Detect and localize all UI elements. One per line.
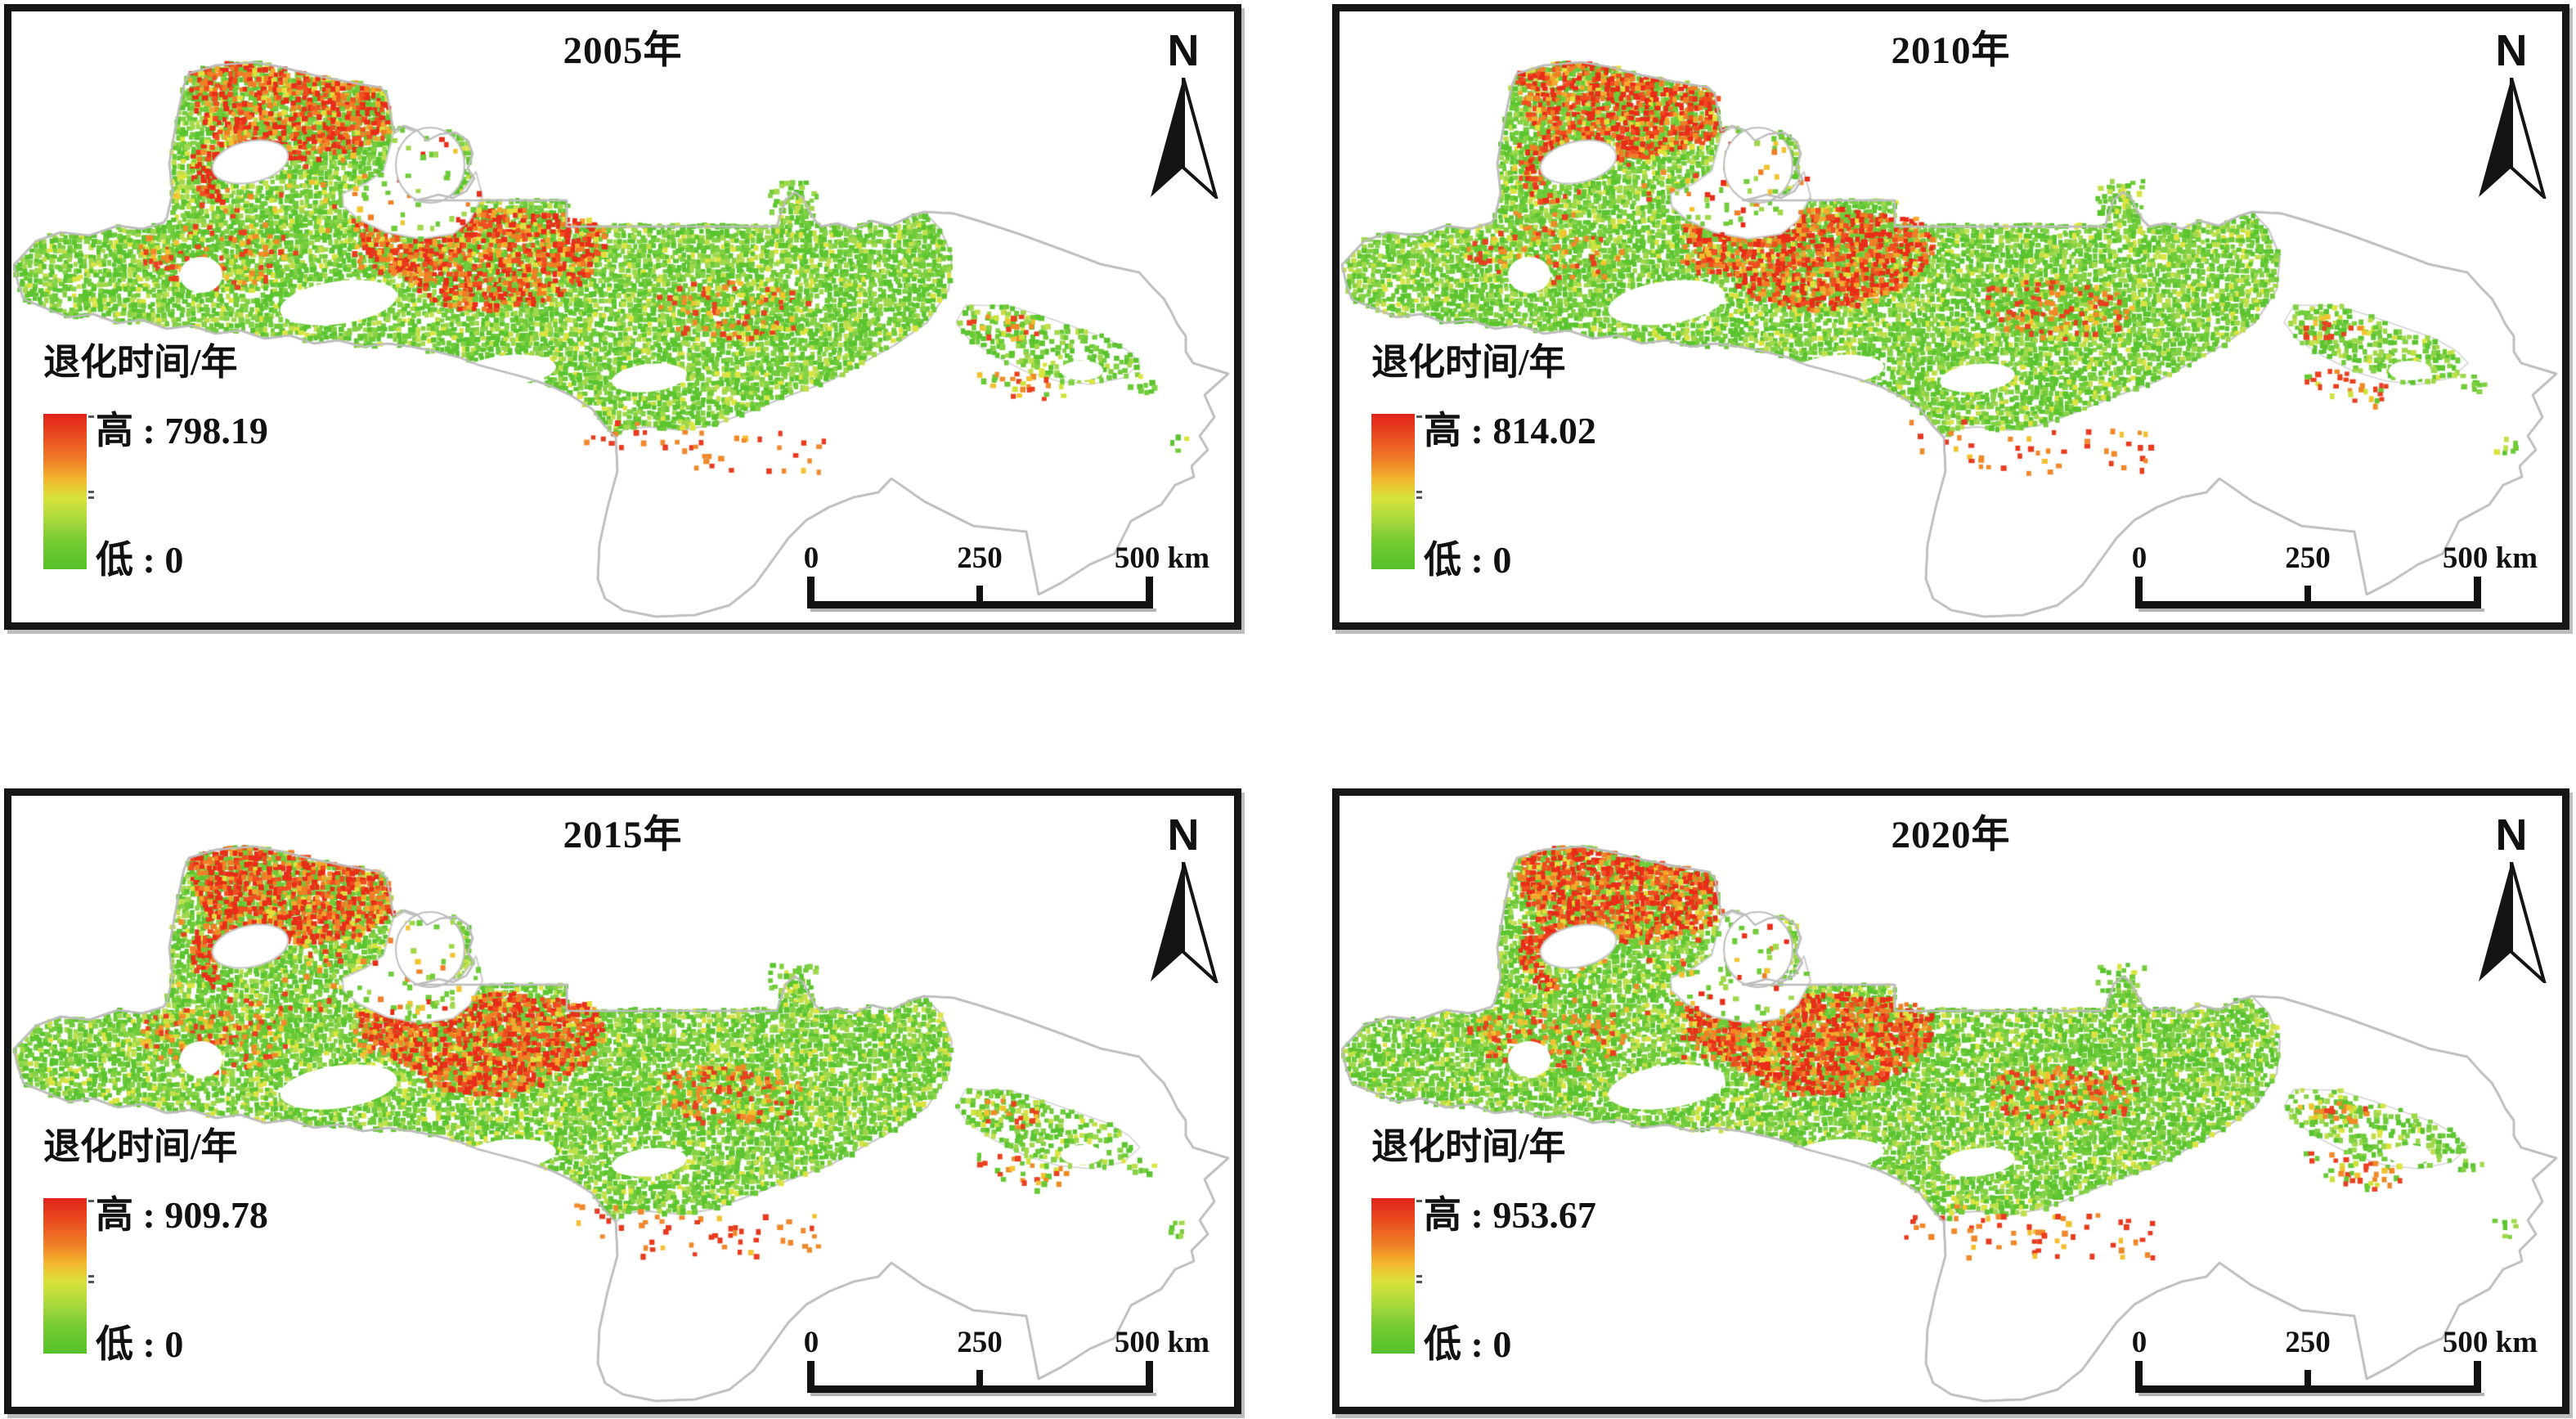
panel-title: 2005年 <box>563 29 683 72</box>
legend-title: 退化时间/年 <box>1371 342 1566 383</box>
north-label: N <box>1167 811 1200 860</box>
legend-color-ramp <box>43 1198 94 1354</box>
north-arrow: N <box>1141 812 1226 983</box>
scale-bar: 0 250 500 km <box>2108 539 2566 621</box>
north-arrow-icon <box>1151 77 1218 199</box>
legend-high-label: 高 : 798.19 <box>96 410 268 451</box>
legend-low-label: 低 : 0 <box>1424 1323 1512 1365</box>
legend-title: 退化时间/年 <box>43 342 238 383</box>
legend-high-label: 高 : 909.78 <box>96 1194 268 1236</box>
legend-high-label: 高 : 953.67 <box>1424 1194 1596 1236</box>
scale-bar: 0 250 500 km <box>2108 1323 2566 1405</box>
scale-label-500: 500 km <box>1114 1326 1210 1359</box>
legend-low-label: 低 : 0 <box>1424 539 1512 581</box>
legend: 退化时间/年 高 : 814.02 低 : 0 <box>1371 332 1756 602</box>
map-raster-2015 <box>11 796 1234 1407</box>
north-label: N <box>2495 26 2528 75</box>
north-label: N <box>2495 811 2528 860</box>
north-arrow: N <box>2469 28 2554 199</box>
scale-label-500: 500 km <box>2442 541 2538 575</box>
scale-bar: 0 250 500 km <box>780 539 1238 621</box>
legend-color-ramp <box>1371 414 1422 569</box>
map-panel-2020: 2020年 N 退化时间/年 高 : 953.67 低 : 0 0 250 50… <box>1332 788 2569 1414</box>
scale-label-250: 250 <box>957 1326 1003 1359</box>
scale-label-500: 500 km <box>2442 1326 2538 1359</box>
map-raster-2005 <box>11 11 1234 622</box>
scale-label-0: 0 <box>2131 541 2147 575</box>
legend-color-ramp <box>1371 1198 1422 1354</box>
north-arrow: N <box>1141 28 1226 199</box>
legend: 退化时间/年 高 : 953.67 低 : 0 <box>1371 1116 1756 1386</box>
legend-title: 退化时间/年 <box>43 1126 238 1167</box>
legend-high-label: 高 : 814.02 <box>1424 410 1596 451</box>
scale-bar: 0 250 500 km <box>780 1323 1238 1405</box>
panel-title: 2010年 <box>1891 29 2011 72</box>
panel-title: 2020年 <box>1891 814 2011 856</box>
north-arrow-icon <box>1151 861 1218 983</box>
north-label: N <box>1167 26 1200 75</box>
legend: 退化时间/年 高 : 909.78 低 : 0 <box>43 1116 428 1386</box>
scale-label-250: 250 <box>2285 1326 2331 1359</box>
map-raster-2010 <box>1340 11 2562 622</box>
scale-label-250: 250 <box>2285 541 2331 575</box>
north-arrow-icon <box>2479 861 2547 983</box>
map-panel-2005: 2005年 N 退化时间/年 高 : 798.19 低 : 0 0 250 50… <box>4 4 1241 630</box>
scale-label-0: 0 <box>2131 1326 2147 1359</box>
legend-low-label: 低 : 0 <box>96 1323 184 1365</box>
map-panel-2015: 2015年 N 退化时间/年 高 : 909.78 低 : 0 0 250 50… <box>4 788 1241 1414</box>
north-arrow: N <box>2469 812 2554 983</box>
map-panel-2010: 2010年 N 退化时间/年 高 : 814.02 低 : 0 0 250 50… <box>1332 4 2569 630</box>
legend-low-label: 低 : 0 <box>96 539 184 581</box>
north-arrow-icon <box>2479 77 2547 199</box>
map-raster-2020 <box>1340 796 2562 1407</box>
scale-label-0: 0 <box>803 541 819 575</box>
legend-color-ramp <box>43 414 94 569</box>
scale-label-500: 500 km <box>1114 541 1210 575</box>
scale-label-0: 0 <box>803 1326 819 1359</box>
scale-label-250: 250 <box>957 541 1003 575</box>
legend: 退化时间/年 高 : 798.19 低 : 0 <box>43 332 428 602</box>
panel-title: 2015年 <box>563 814 683 856</box>
legend-title: 退化时间/年 <box>1371 1126 1566 1167</box>
